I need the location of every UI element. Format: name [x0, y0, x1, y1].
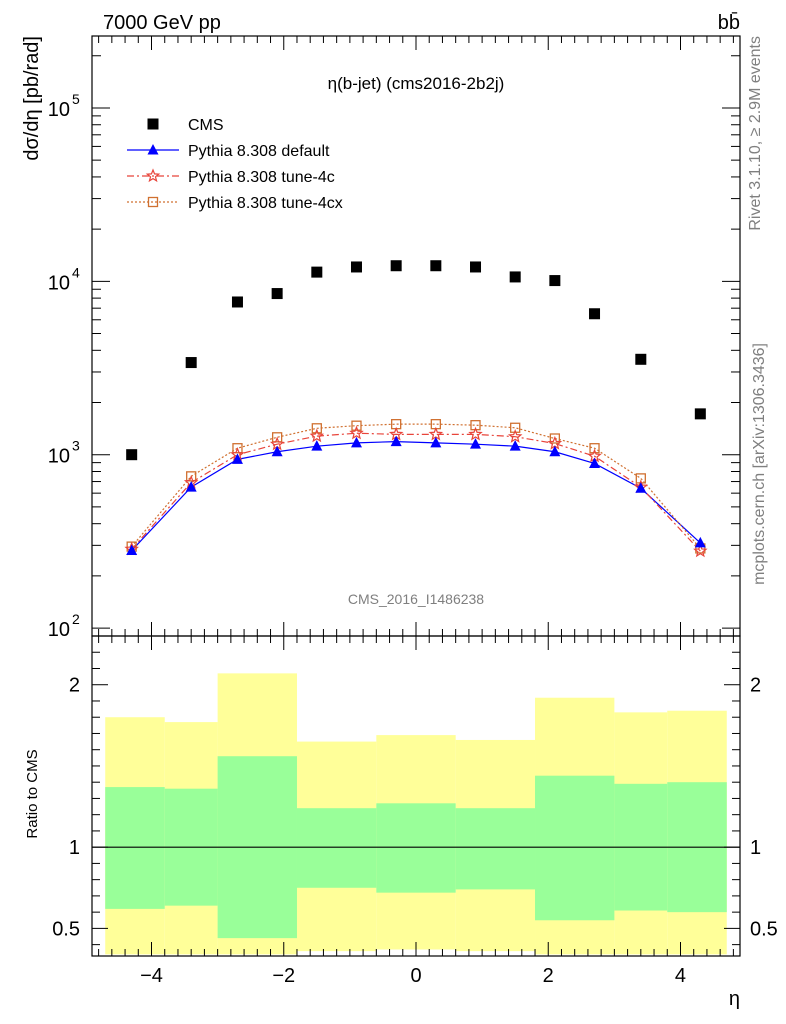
default-data-point	[126, 544, 138, 556]
cms-data-point	[430, 260, 442, 272]
y-tick-exponent: 5	[72, 91, 80, 107]
cms-data-point	[126, 449, 138, 461]
rivet-label: Rivet 3.1.10, ≥ 2.9M events	[747, 36, 764, 231]
series-line-1	[131, 440, 701, 551]
default-data-point	[589, 457, 601, 468]
legend-label: Pythia 8.308 tune-4cx	[188, 195, 343, 212]
default-data-point	[350, 436, 362, 448]
x-tick-label: 2	[543, 965, 554, 987]
default-data-point	[147, 144, 159, 155]
ratio-panel: −4 −2 0 2 4 0.5 0.5 1 1 2 2	[52, 635, 778, 987]
tune4cx-data-point	[147, 196, 159, 208]
cms-data-point	[635, 353, 647, 365]
legend-label: Pythia 8.308 default	[188, 143, 330, 160]
ratio-green-band	[376, 803, 456, 893]
y-tick-label: 10	[48, 272, 70, 294]
tune4c-data-point	[349, 425, 364, 440]
ratio-green-band	[105, 787, 165, 909]
header-left: 7000 GeV pp	[103, 12, 221, 34]
cms-data-point	[231, 296, 243, 308]
ratio-green-band	[296, 808, 377, 888]
cms-data-point	[589, 308, 601, 320]
ratio-y-axis-label: Ratio to CMS	[24, 749, 41, 838]
legend-label: Pythia 8.308 tune-4c	[188, 169, 335, 186]
legend-label: CMS	[188, 117, 224, 134]
default-data-point	[271, 445, 283, 457]
ratio-tick-label-left: 0.5	[52, 918, 80, 940]
tune4cx-data-point	[589, 443, 600, 454]
header-right: bb̄	[718, 11, 740, 34]
cms-data-point	[185, 357, 197, 369]
watermark: CMS_2016_I1486238	[348, 591, 484, 607]
default-data-point	[549, 445, 561, 457]
x-axis-label: η	[729, 988, 740, 1010]
tune4c-data-point	[693, 543, 708, 558]
default-data-point	[430, 436, 442, 448]
cms-data-point	[390, 260, 402, 272]
default-data-point	[635, 482, 647, 493]
x-tick-label: −2	[272, 965, 295, 987]
cms-data-point	[470, 261, 482, 273]
ratio-tick-label-left: 1	[69, 837, 80, 859]
plot-title: η(b-jet) (cms2016-2b2j)	[328, 74, 505, 93]
ratio-tick-label-left: 2	[69, 675, 80, 697]
x-tick-label: −4	[140, 965, 163, 987]
y-tick-exponent: 2	[72, 611, 80, 627]
tune4c-data-point	[145, 168, 161, 183]
tune4c-data-point	[507, 429, 523, 443]
tune4cx-data-point	[186, 471, 197, 482]
legend: CMS Pythia 8.308 default Pythia 8.308 tune…	[127, 117, 343, 212]
tune4c-data-point	[468, 426, 483, 441]
x-tick-label: 4	[675, 965, 686, 987]
cms-data-point	[271, 288, 283, 300]
y-tick-label: 10	[48, 619, 70, 641]
cms-data-point	[311, 266, 323, 278]
y-axis-label: dσ/dη [pb/rad]	[21, 36, 43, 161]
series-line-2	[131, 432, 701, 552]
ratio-tick-label-right: 2	[750, 675, 761, 697]
ratio-green-band	[535, 775, 615, 921]
cms-data-point	[549, 275, 561, 287]
tune4cx-data-point	[271, 432, 283, 443]
default-data-point	[311, 440, 323, 451]
cms-data-point	[147, 118, 159, 130]
tune4cx-data-point	[311, 423, 322, 434]
default-data-point	[185, 481, 197, 492]
default-data-point	[694, 536, 706, 548]
cms-data-point	[350, 261, 362, 273]
mcplots-label: mcplots.cern.ch [arXiv:1306.3436]	[751, 343, 768, 585]
ratio-tick-label-right: 1	[750, 837, 761, 859]
default-data-point	[470, 438, 482, 449]
default-data-point	[509, 440, 521, 451]
tune4cx-data-point	[549, 433, 561, 444]
cms-data-point	[694, 408, 706, 420]
default-data-point	[390, 435, 402, 447]
y-tick-label: 10	[48, 446, 70, 468]
ratio-tick-label-right: 0.5	[750, 918, 778, 940]
default-data-point	[231, 453, 243, 464]
y-tick-label: 10	[48, 99, 70, 121]
tune4c-data-point	[309, 428, 325, 443]
ratio-green-band	[455, 808, 536, 890]
y-tick-exponent: 3	[72, 438, 80, 454]
series-line-3	[131, 423, 701, 549]
y-tick-exponent: 4	[72, 264, 80, 280]
x-tick-label: 0	[410, 965, 421, 987]
tune4cx-data-point	[232, 443, 243, 454]
cms-data-point	[509, 271, 521, 283]
tune4cx-data-point	[351, 420, 362, 431]
